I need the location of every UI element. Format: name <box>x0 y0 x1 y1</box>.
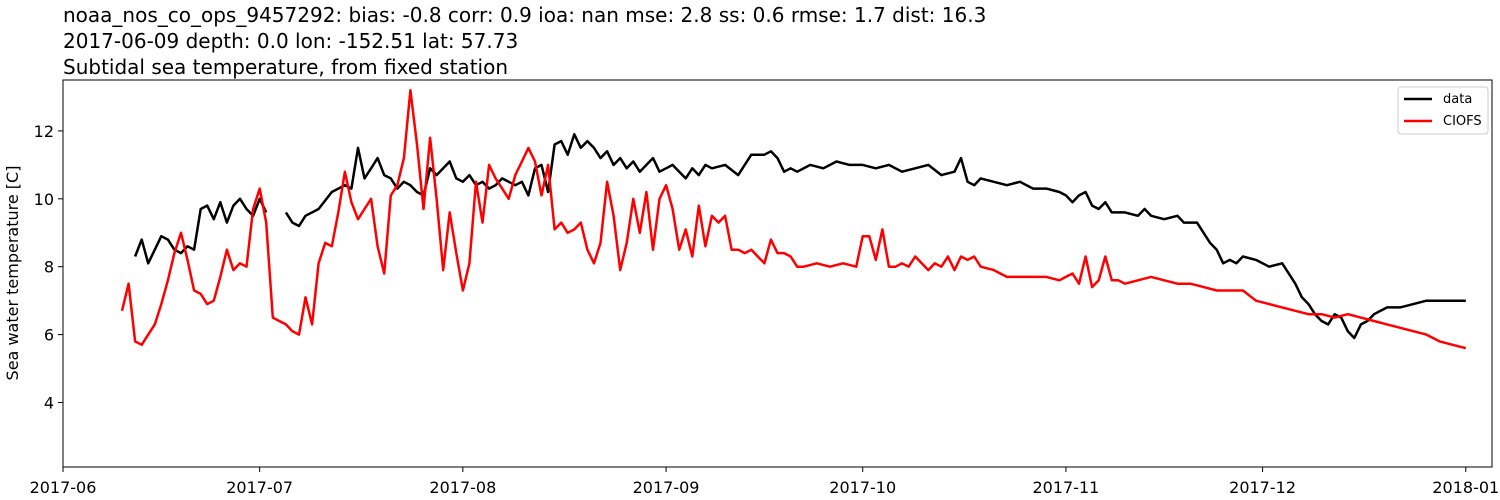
x-tick-label: 2017-12 <box>1229 478 1296 497</box>
x-tick-label: 2017-06 <box>30 478 97 497</box>
x-tick-label: 2017-07 <box>226 478 293 497</box>
chart-title-line-3: Subtidal sea temperature, from fixed sta… <box>63 55 508 79</box>
y-axis: 4 6 8 10 12 <box>34 122 63 413</box>
x-tick-label: 2017-09 <box>633 478 700 497</box>
legend-label-ciofs: CIOFS <box>1443 114 1482 129</box>
chart-title-line-1: noaa_nos_co_ops_9457292: bias: -0.8 corr… <box>63 3 986 27</box>
series-line-ciofs-segment-1 <box>120 88 1467 350</box>
x-tick-label: 2018-01 <box>1432 478 1499 497</box>
x-tick-label: 2017-08 <box>429 478 496 497</box>
y-tick-label: 4 <box>44 394 54 413</box>
x-axis: 2017-06 2017-07 2017-08 2017-09 2017-10 2017-… <box>30 467 1499 497</box>
plot-frame <box>62 79 1493 468</box>
y-tick-label: 8 <box>44 258 54 277</box>
x-tick-label: 2017-11 <box>1032 478 1099 497</box>
series-line-data-segment-1 <box>133 197 268 265</box>
y-tick-label: 12 <box>34 122 54 141</box>
y-axis-label: Sea water temperature [C] <box>3 166 22 381</box>
plot-area <box>120 88 1467 350</box>
series-line-data-segment-2 <box>284 133 1466 340</box>
chart-title-line-2: 2017-06-09 depth: 0.0 lon: -152.51 lat: … <box>63 29 518 53</box>
legend-label-data: data <box>1443 92 1472 107</box>
legend: data CIOFS <box>1397 86 1489 135</box>
y-tick-label: 6 <box>44 326 54 345</box>
x-tick-label: 2017-10 <box>829 478 896 497</box>
y-tick-label: 10 <box>34 190 54 209</box>
